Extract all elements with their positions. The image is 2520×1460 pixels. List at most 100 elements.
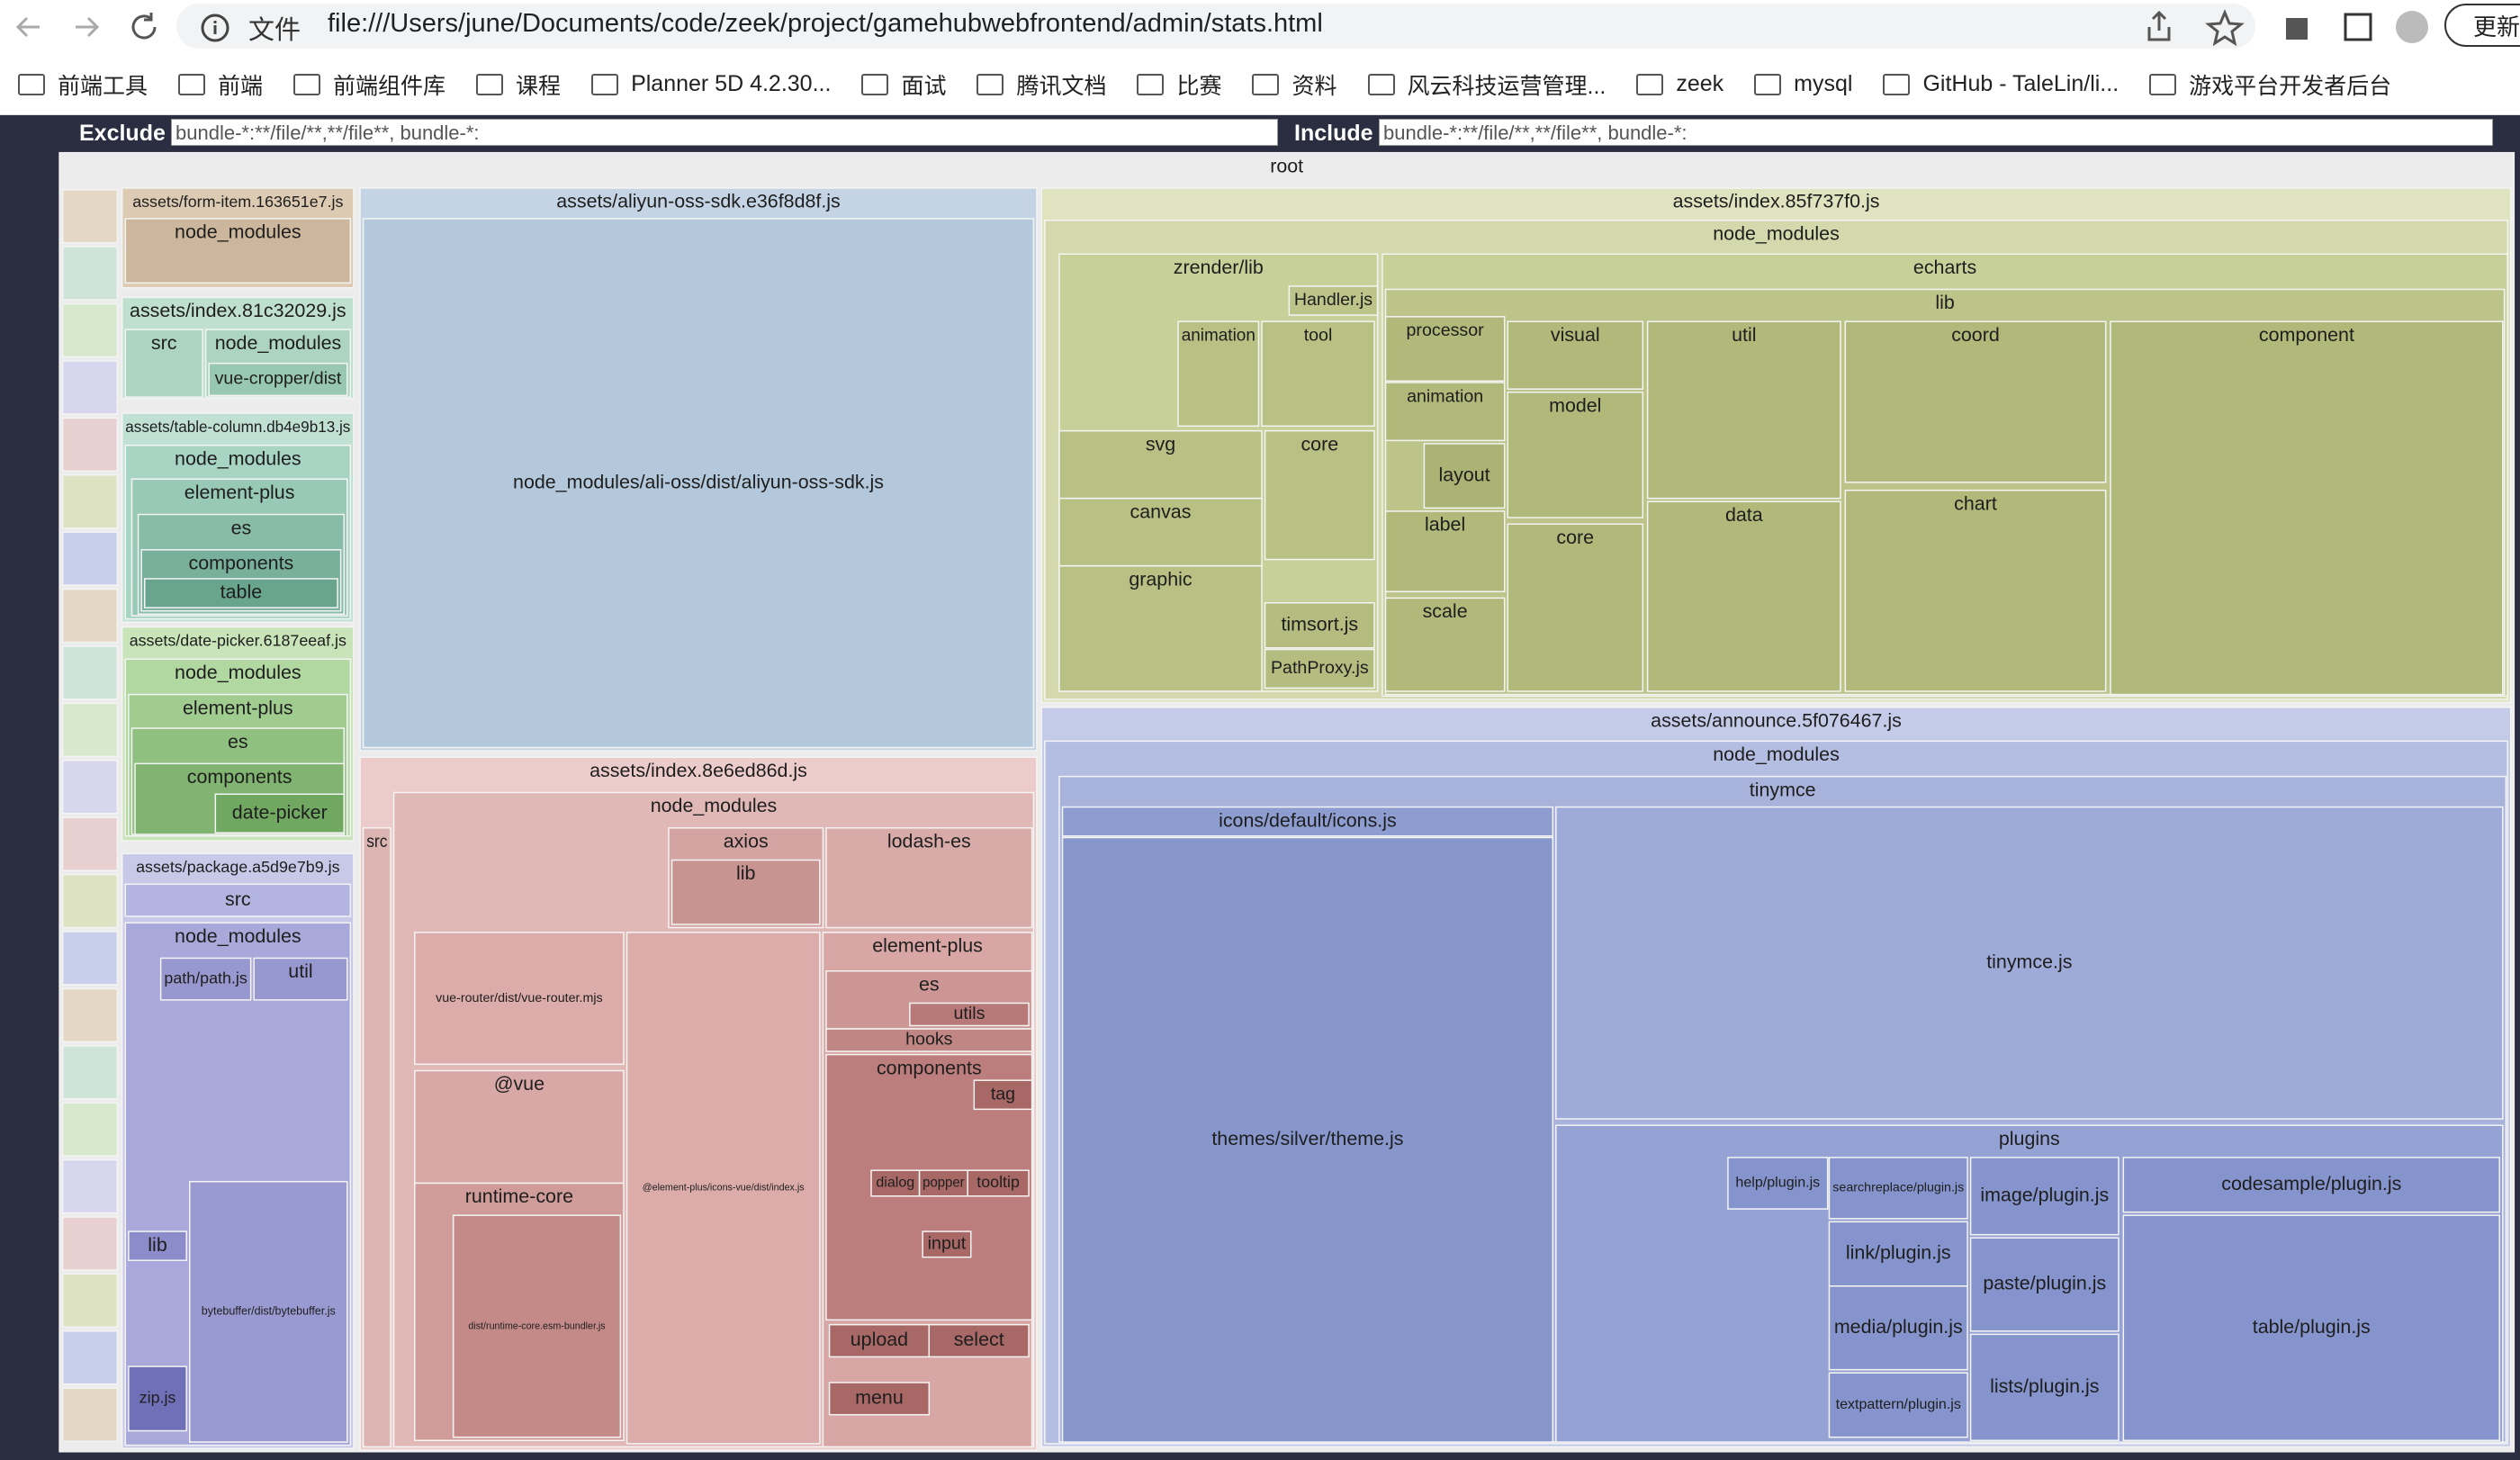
- bookmark[interactable]: 风云科技运营管理...: [1367, 68, 1606, 101]
- treemap-node[interactable]: [626, 932, 821, 1445]
- extensions-icon[interactable]: [2286, 18, 2308, 40]
- bookmark[interactable]: 面试: [861, 68, 946, 101]
- treemap-node[interactable]: [1288, 285, 1379, 316]
- treemap-chunk[interactable]: [61, 1216, 119, 1271]
- treemap-chunk[interactable]: [61, 816, 119, 871]
- treemap-chunk[interactable]: [61, 474, 119, 529]
- treemap-node[interactable]: [825, 1028, 1033, 1052]
- url-text[interactable]: file:///Users/june/Documents/code/zeek/p…: [328, 9, 1323, 38]
- treemap-node[interactable]: [1646, 500, 1841, 692]
- bookmark[interactable]: Planner 5D 4.2.30...: [591, 71, 831, 97]
- bookmark[interactable]: 前端组件库: [293, 68, 446, 101]
- treemap-node[interactable]: [208, 362, 348, 397]
- treemap-node[interactable]: [928, 1323, 1030, 1358]
- update-button[interactable]: 更新: [2444, 4, 2520, 47]
- forward-button[interactable]: [76, 16, 100, 38]
- bookmark[interactable]: 前端: [178, 68, 263, 101]
- treemap-chunk[interactable]: [61, 645, 119, 700]
- treemap-chunk[interactable]: [61, 931, 119, 986]
- bookmark[interactable]: 腾讯文档: [976, 68, 1106, 101]
- treemap-chunk[interactable]: [61, 188, 119, 244]
- treemap-node[interactable]: [159, 957, 252, 1001]
- treemap-chunk[interactable]: [61, 1045, 119, 1100]
- treemap-chunk[interactable]: [61, 760, 119, 815]
- treemap-node[interactable]: [1177, 320, 1260, 428]
- bookmark[interactable]: zeek: [1636, 71, 1724, 97]
- treemap-node[interactable]: [1061, 806, 1554, 837]
- treemap-chunk[interactable]: [61, 987, 119, 1043]
- treemap-chunk[interactable]: [61, 1387, 119, 1442]
- treemap-chunk[interactable]: [61, 1158, 119, 1214]
- treemap-node[interactable]: [1507, 320, 1644, 390]
- treemap-node[interactable]: [1507, 392, 1644, 518]
- treemap-chunk[interactable]: [61, 1273, 119, 1329]
- treemap-node[interactable]: [362, 827, 392, 1448]
- bookmark[interactable]: 前端工具: [18, 68, 148, 101]
- treemap-node[interactable]: [1423, 443, 1506, 509]
- treemap-node[interactable]: [922, 1230, 972, 1258]
- bookmark[interactable]: 资料: [1252, 68, 1337, 101]
- treemap-chunk[interactable]: [61, 417, 119, 473]
- bookmark[interactable]: mysql: [1754, 71, 1852, 97]
- treemap-node[interactable]: [124, 883, 352, 917]
- treemap-chunk[interactable]: [61, 246, 119, 301]
- treemap-node[interactable]: [973, 1079, 1033, 1111]
- treemap-node[interactable]: [253, 957, 348, 1001]
- treemap-node[interactable]: [1646, 320, 1841, 500]
- treemap-chunk[interactable]: [61, 1330, 119, 1385]
- treemap-node[interactable]: [825, 827, 1033, 929]
- treemap-node[interactable]: [1969, 1237, 2120, 1332]
- treemap-node[interactable]: [1844, 320, 2107, 483]
- treemap-node[interactable]: [1058, 564, 1263, 692]
- treemap-node[interactable]: [452, 1214, 622, 1438]
- treemap-node[interactable]: [1555, 806, 2504, 1120]
- bookmark[interactable]: 比赛: [1137, 68, 1221, 101]
- profile-icon[interactable]: [2396, 11, 2428, 43]
- treemap-node[interactable]: [828, 1382, 931, 1416]
- treemap-node[interactable]: [1264, 429, 1375, 561]
- treemap-node[interactable]: [1828, 1157, 1968, 1220]
- treemap-node[interactable]: [1507, 523, 1644, 692]
- reload-button[interactable]: [131, 13, 157, 40]
- treemap-node[interactable]: [1727, 1157, 1829, 1210]
- treemap-node[interactable]: [128, 1230, 187, 1261]
- treemap-node[interactable]: [1969, 1157, 2120, 1236]
- treemap-node[interactable]: [188, 1180, 348, 1443]
- treemap-node[interactable]: [1264, 648, 1375, 689]
- treemap-node[interactable]: [1261, 320, 1375, 428]
- treemap-node[interactable]: [124, 329, 203, 398]
- treemap-node[interactable]: [128, 1365, 187, 1432]
- treemap-node[interactable]: [414, 1069, 625, 1185]
- treemap-node[interactable]: [362, 218, 1035, 749]
- treemap-node[interactable]: [670, 859, 821, 925]
- share-icon[interactable]: [2147, 10, 2171, 41]
- treemap-chunk[interactable]: [61, 1102, 119, 1157]
- exclude-input[interactable]: bundle-*:**/file/**,**/file**, bundle-*:: [171, 119, 1278, 146]
- bookmark[interactable]: 课程: [476, 68, 561, 101]
- treemap-chunk[interactable]: [61, 360, 119, 415]
- treemap-node[interactable]: [1058, 429, 1263, 500]
- treemap-node[interactable]: [828, 1323, 931, 1358]
- treemap-chunk[interactable]: [61, 702, 119, 758]
- include-input[interactable]: bundle-*:**/file/**,**/file**, bundle-*:: [1379, 119, 2493, 146]
- treemap-node[interactable]: [2110, 320, 2504, 696]
- treemap-chunk[interactable]: [61, 588, 119, 644]
- treemap-node[interactable]: [1264, 602, 1375, 649]
- treemap-chunk[interactable]: [61, 302, 119, 358]
- address-bar[interactable]: [176, 4, 2255, 49]
- bookmark[interactable]: 游戏平台开发者后台: [2149, 68, 2391, 101]
- bookmark[interactable]: GitHub - TaleLin/li...: [1883, 71, 2119, 97]
- treemap-node[interactable]: [967, 1169, 1030, 1197]
- treemap-node[interactable]: [143, 578, 338, 608]
- treemap-node[interactable]: [909, 1002, 1030, 1027]
- star-icon[interactable]: [2205, 9, 2245, 47]
- treemap-node[interactable]: [1844, 489, 2107, 692]
- treemap-chunk[interactable]: [61, 873, 119, 929]
- sidebar-icon[interactable]: [2344, 13, 2372, 41]
- treemap-chunk[interactable]: [61, 531, 119, 586]
- treemap-node[interactable]: [918, 1169, 968, 1197]
- info-icon[interactable]: [200, 13, 230, 43]
- treemap-node[interactable]: [2122, 1157, 2500, 1213]
- treemap-node[interactable]: [1061, 836, 1554, 1443]
- treemap-node[interactable]: [124, 218, 352, 284]
